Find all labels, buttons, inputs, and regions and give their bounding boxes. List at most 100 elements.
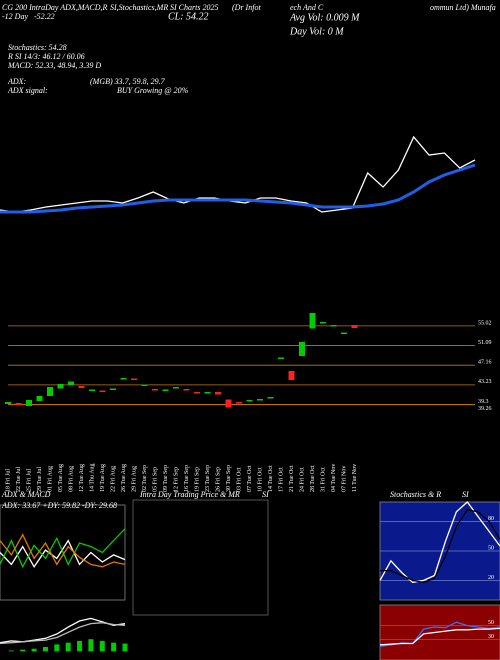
macd-bar (77, 640, 83, 652)
macd-text: MACD: 52.33, 48.94, 3.39 D (7, 61, 101, 70)
header-text: CG 200 IntraDay ADX,MACD,R (2, 3, 108, 12)
candle (47, 387, 53, 396)
y-tick-label: 39.3 (478, 399, 489, 405)
x-tick-label: 07 Tue Oct (247, 465, 253, 492)
candle (225, 399, 232, 408)
y-tick-label: 30 (488, 634, 494, 640)
x-tick-label: 12 Fri Sep (173, 467, 179, 492)
y-tick-label: 50 (488, 620, 494, 626)
x-tick-label: 14 Tue Oct (268, 465, 274, 492)
stochastics-text: Stochastics: 54.28 (8, 43, 67, 52)
candle (162, 389, 169, 391)
y-tick-label: 20 (488, 575, 494, 581)
x-tick-label: 04 Tue Nov (331, 464, 337, 492)
header-text: SI Charts 2025 (170, 3, 218, 12)
header-text: (Dr Infot (232, 3, 261, 12)
x-tick-label: 26 Tue Aug (121, 464, 127, 492)
candle (246, 400, 253, 402)
header-text: -12 Day (2, 12, 28, 21)
candle (5, 402, 11, 404)
candle (141, 384, 148, 386)
candle (110, 388, 116, 390)
y-tick-label: 43.23 (478, 379, 492, 385)
x-tick-label: 19 Tue Aug (100, 464, 106, 492)
macd-bar (54, 644, 60, 652)
series-line (0, 135, 476, 213)
x-tick-label: 22 Tue Jul (16, 467, 22, 492)
panel-title: ADX & MACD (1, 490, 51, 499)
candle (131, 378, 137, 380)
y-tick-label: 55.02 (478, 320, 492, 326)
x-tick-label: 19 Fri Sep (194, 467, 200, 492)
candle (183, 389, 190, 391)
candle (173, 387, 179, 389)
panel-subtitle: ADX: 33.67 +DY: 59.82 -DY: 29.68 (1, 501, 117, 510)
x-tick-label: 16 Tue Sep (184, 465, 190, 492)
x-tick-label: 07 Fri Nov (341, 466, 347, 492)
macd-bar (122, 643, 128, 652)
header-text: ommun Ltd) Munafa (430, 3, 496, 12)
candle (194, 392, 200, 394)
adx-signal: BUY Growing @ 20% (117, 86, 189, 95)
day-vol: Day Vol: 0 M (289, 26, 344, 37)
series-line (379, 501, 500, 584)
series-line (380, 509, 500, 584)
header-text: SI,Stochastics,MR (110, 3, 168, 12)
candle (89, 389, 95, 391)
x-tick-label: 02 Tue Sep (142, 465, 148, 492)
x-tick-label: 17 Fri Oct (278, 467, 284, 492)
y-tick-label: 51.09 (478, 340, 492, 346)
candle (257, 399, 263, 401)
x-tick-label: 23 Tue Sep (205, 465, 211, 492)
candle (341, 332, 347, 334)
header-text: -52.22 (34, 12, 55, 21)
candle (320, 322, 326, 324)
y-tick-label: 39.26 (478, 406, 492, 412)
series-line (0, 539, 126, 569)
candle (26, 400, 32, 406)
candle (15, 403, 22, 405)
macd-bar (8, 650, 14, 652)
panel-title: Intra Day Trading Price & MR (139, 490, 240, 499)
y-tick-label: 50 (488, 545, 494, 551)
candle (267, 397, 274, 399)
x-tick-label: 29 Tue Jul (37, 467, 43, 492)
x-tick-label: 01 Fri Aug (47, 466, 53, 492)
candle (152, 389, 158, 391)
x-tick-label: 12 Tue Aug (79, 464, 85, 492)
macd-bar (31, 648, 37, 652)
panel-title: Stochastics & R (390, 490, 441, 499)
x-tick-label: 25 Fri Jul (26, 469, 32, 492)
candle (236, 402, 242, 404)
x-tick-label: 22 Fri Aug (110, 466, 116, 492)
panel-title: SI (262, 490, 269, 499)
macd-bar (65, 642, 71, 652)
x-tick-label: 09 Tue Sep (163, 465, 169, 492)
x-tick-label: 29 Fri Aug (131, 466, 137, 492)
x-tick-label: 24 Fri Oct (299, 467, 305, 492)
series-line (0, 528, 126, 569)
series-line (0, 533, 126, 568)
panel-bg (379, 604, 500, 660)
candle (36, 396, 43, 401)
adx-text: (MGB) 33.7, 59.8, 29.7 (90, 77, 166, 86)
x-tick-label: 11 Tue Nov (352, 464, 358, 492)
macd-bar (111, 642, 117, 652)
candle (57, 384, 64, 389)
panel-title: SI (462, 490, 469, 499)
macd-bar (88, 639, 94, 652)
header-text: ech And C (290, 3, 324, 12)
candle (215, 392, 221, 395)
x-tick-label: 18 Fri Jul (5, 469, 11, 492)
intraday-panel (132, 499, 269, 616)
candle (120, 378, 127, 380)
close-text: CL: 54.22 (168, 11, 209, 22)
macd-bar (20, 649, 26, 652)
x-tick-label: 28 Tue Oct (310, 465, 316, 492)
x-tick-label: 03 Fri Oct (236, 467, 242, 492)
x-tick-label: 26 Fri Sep (215, 467, 221, 492)
rsi-text: R SI 14/3: 46.12 / 60.06 (7, 52, 85, 61)
candle (78, 386, 85, 388)
